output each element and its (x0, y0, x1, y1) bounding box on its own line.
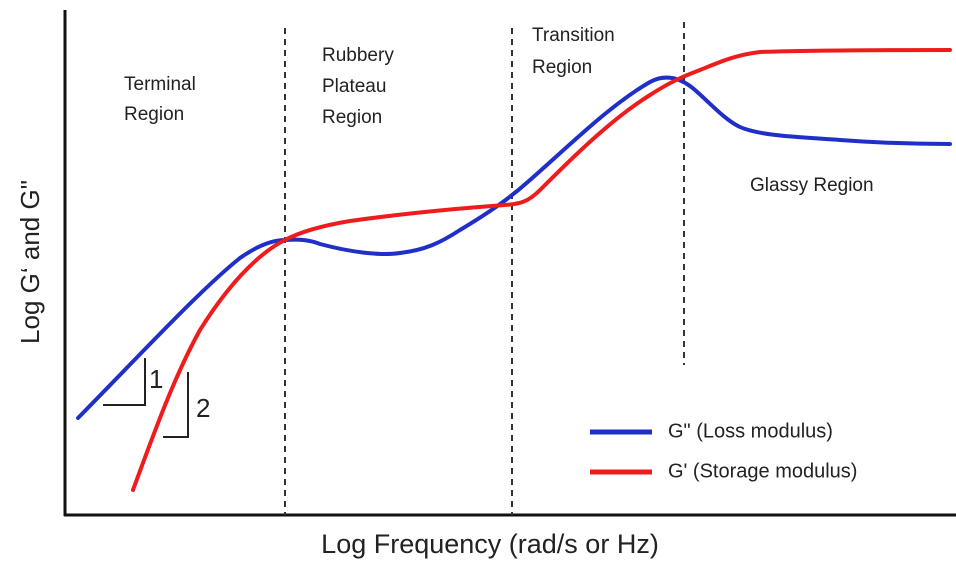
region-label: Rubbery (322, 45, 394, 66)
region-label: Terminal (124, 74, 196, 95)
legend-label: G' (Storage modulus) (668, 460, 857, 482)
loss-modulus-curve (76, 75, 952, 420)
storage-modulus-curve (131, 48, 952, 492)
region-label: Region (124, 104, 184, 125)
region-label: Glassy Region (750, 175, 874, 196)
x-axis-label: Log Frequency (rad/s or Hz) (321, 529, 659, 559)
slope-label: 1 (149, 364, 163, 394)
region-label: Region (532, 57, 592, 78)
legend-label: G" (Loss modulus) (668, 420, 833, 442)
region-label: Transition (532, 25, 615, 46)
slope-triangle (163, 372, 189, 438)
region-label: Region (322, 107, 382, 128)
slope-triangle (103, 358, 146, 406)
y-axis-label: Log G‘ and G" (15, 180, 45, 344)
slope-label: 2 (196, 393, 210, 423)
region-label: Plateau (322, 76, 386, 97)
